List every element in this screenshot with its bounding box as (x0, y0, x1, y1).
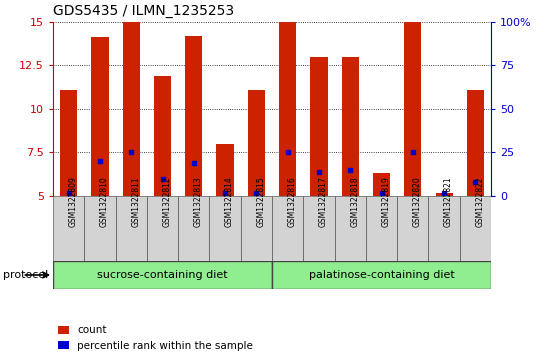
Text: GSM1322809: GSM1322809 (69, 176, 78, 227)
Bar (435, 192, 453, 196)
Bar (335, 196, 366, 261)
Bar (209, 196, 240, 261)
Text: GDS5435 / ILMN_1235253: GDS5435 / ILMN_1235253 (53, 4, 234, 18)
Text: GSM1322810: GSM1322810 (100, 176, 109, 227)
Text: GSM1322818: GSM1322818 (350, 176, 359, 227)
Text: GSM1322817: GSM1322817 (319, 176, 328, 227)
Bar (217, 144, 234, 196)
Bar (341, 57, 359, 196)
Bar (178, 196, 209, 261)
Bar (373, 174, 390, 196)
Bar (53, 261, 272, 289)
Bar (272, 196, 304, 261)
Bar (279, 22, 296, 196)
Text: GSM1322822: GSM1322822 (475, 176, 484, 227)
Bar (429, 196, 460, 261)
Legend: count, percentile rank within the sample: count, percentile rank within the sample (58, 325, 253, 351)
Bar (366, 196, 397, 261)
Text: protocol: protocol (3, 270, 48, 280)
Bar (310, 57, 328, 196)
Text: GSM1322820: GSM1322820 (413, 176, 422, 227)
Bar (240, 196, 272, 261)
Text: GSM1322811: GSM1322811 (131, 176, 140, 227)
Bar (404, 22, 421, 196)
Text: sucrose-containing diet: sucrose-containing diet (97, 270, 228, 280)
Bar (147, 196, 178, 261)
Bar (272, 261, 491, 289)
Text: GSM1322816: GSM1322816 (288, 176, 297, 227)
Bar (248, 90, 265, 196)
Bar (467, 90, 484, 196)
Text: GSM1322812: GSM1322812 (162, 176, 171, 227)
Bar (60, 90, 77, 196)
Bar (84, 196, 116, 261)
Bar (304, 196, 335, 261)
Bar (397, 196, 429, 261)
Text: GSM1322821: GSM1322821 (444, 176, 453, 227)
Bar (185, 36, 203, 196)
Text: palatinose-containing diet: palatinose-containing diet (309, 270, 454, 280)
Text: GSM1322819: GSM1322819 (382, 176, 391, 227)
Text: GSM1322813: GSM1322813 (194, 176, 203, 227)
Bar (154, 76, 171, 196)
Bar (460, 196, 491, 261)
Text: GSM1322814: GSM1322814 (225, 176, 234, 227)
Bar (123, 22, 140, 196)
Bar (116, 196, 147, 261)
Text: GSM1322815: GSM1322815 (256, 176, 266, 227)
Bar (92, 37, 109, 196)
Bar (53, 196, 84, 261)
